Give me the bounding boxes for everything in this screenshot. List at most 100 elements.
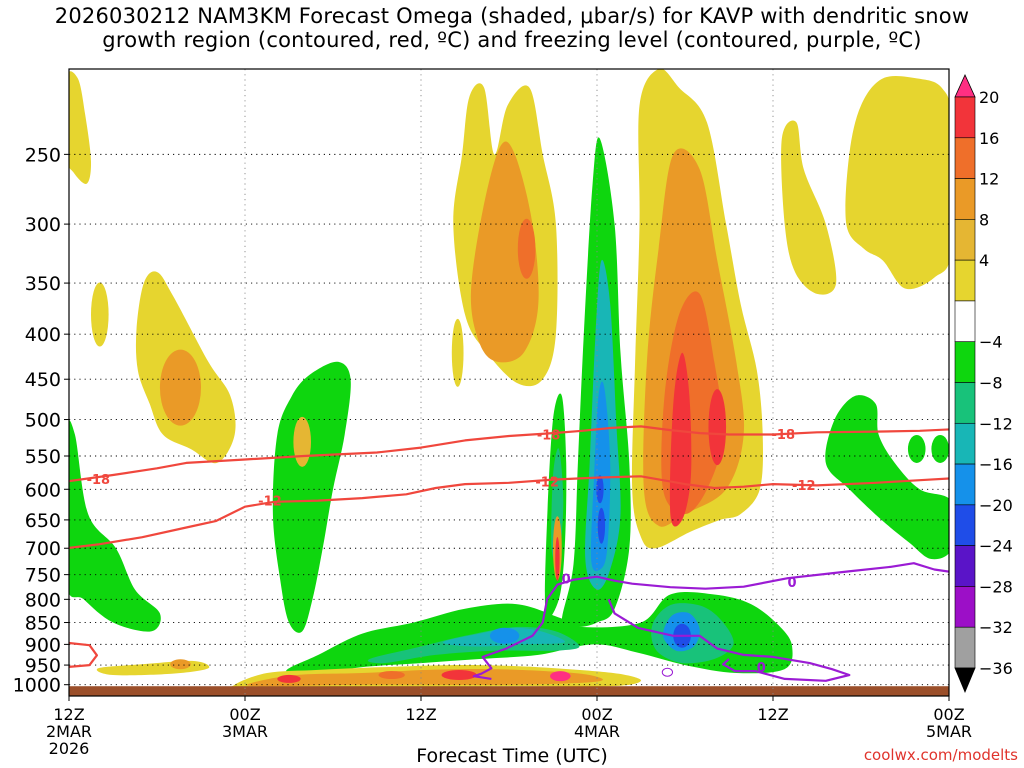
- colorbar-swatch: [954, 341, 976, 383]
- region-bl-pink: [550, 671, 571, 682]
- contour-label-dgz: -18: [537, 429, 561, 444]
- colorbar-swatch: [954, 259, 976, 302]
- title-line-1: 2026030212 NAM3KM Forecast Omega (shaded…: [54, 4, 970, 28]
- colorbar-tick-label: 4: [979, 251, 989, 270]
- region-late-green: [825, 395, 949, 560]
- region-late-green-3: [931, 434, 949, 463]
- terrain: [69, 686, 949, 696]
- region-central-core: [470, 141, 539, 363]
- ytick-label: 750: [25, 565, 61, 587]
- colorbar-tick-label: −8: [979, 374, 1003, 393]
- colorbar-swatch: [954, 463, 976, 506]
- colorbar-tick-label: 20: [979, 88, 999, 107]
- region-lowlevel-blue: [489, 627, 520, 644]
- ytick-label: 900: [25, 634, 61, 656]
- ytick-label: 250: [25, 144, 61, 166]
- x-axis-label: Forecast Time (UTC): [416, 745, 608, 767]
- colorbar-swatch: [954, 626, 976, 669]
- colorbar-tick-label: 16: [979, 129, 999, 148]
- region-small-yellow: [91, 282, 109, 347]
- colorbar-tick-label: −36: [979, 659, 1013, 678]
- ytick-label: 550: [25, 446, 61, 468]
- contour-label-dgz: -12: [258, 495, 282, 510]
- contour-label-freezing: 0: [788, 576, 797, 591]
- ytick-label: 1000: [13, 675, 61, 697]
- xtick-label: 2MAR: [46, 722, 92, 741]
- region-small-yellow-2: [293, 416, 312, 467]
- xtick-label: 00Z: [933, 705, 964, 724]
- colorbar-tick-label: −16: [979, 455, 1013, 474]
- colorbar-swatch: [954, 504, 976, 546]
- region-low-left-white: [69, 639, 114, 668]
- title-line-2: growth region (contoured, red, ºC) and f…: [102, 28, 922, 52]
- region-bl-orange-2: [378, 671, 405, 680]
- region-yellow-spike: [451, 318, 464, 387]
- ytick-label: 950: [25, 655, 61, 677]
- colorbar-bottom-arrow: [954, 667, 976, 694]
- contour-dgz-minus12: [69, 475, 949, 549]
- colorbar-swatch: [954, 178, 976, 220]
- grid-lines: [69, 69, 949, 696]
- xtick-label: 00Z: [581, 705, 612, 724]
- region-upper-right: [845, 76, 949, 290]
- xtick-label: 5MAR: [926, 722, 972, 741]
- region-left-green: [69, 420, 161, 632]
- colorbar-tick-label: −20: [979, 496, 1013, 515]
- xtick-label: 4MAR: [574, 722, 620, 741]
- colorbar-swatch: [954, 96, 976, 139]
- contour-freezing-right: [607, 598, 851, 682]
- xtick-label: 3MAR: [222, 722, 268, 741]
- region-right-red-2: [708, 389, 727, 466]
- colorbar-swatch: [954, 300, 976, 343]
- colorbar: 20 16 12 8 4 −4 −8 −12 −16 −20 −24 −28 −32 −36: [954, 74, 1013, 694]
- ytick-label: 400: [25, 324, 61, 346]
- omega-shading: [69, 69, 949, 689]
- colorbar-tick-label: −24: [979, 537, 1013, 556]
- colorbar-tick-label: −12: [979, 414, 1013, 433]
- colorbar-tick-label: −32: [979, 618, 1013, 637]
- ytick-label: 300: [25, 214, 61, 236]
- colorbar-swatch: [954, 422, 976, 465]
- ytick-label: 800: [25, 589, 61, 611]
- colorbar-swatch: [954, 545, 976, 587]
- region-late-green-2: [907, 434, 926, 463]
- region-low-left-orange: [170, 659, 191, 670]
- colorbar-tick-label: 12: [979, 170, 999, 189]
- region-green-descent: [272, 361, 351, 633]
- contour-label-dgz: -12: [792, 479, 816, 494]
- ytick-label: 350: [25, 273, 61, 295]
- contour-freezing-main: [472, 562, 949, 680]
- contour-label-freezing: 0: [562, 573, 571, 588]
- colorbar-swatch: [954, 586, 976, 628]
- ytick-label: 650: [25, 510, 61, 532]
- xtick-label: 00Z: [229, 705, 260, 724]
- region-bl-red-1: [277, 674, 301, 683]
- region-jet-darkblue-2: [597, 507, 606, 544]
- xtick-label: 12Z: [405, 705, 436, 724]
- contour-label-freezing: 0: [757, 661, 766, 676]
- ytick-label: 500: [25, 410, 61, 432]
- ytick-label: 700: [25, 538, 61, 560]
- xtick-label: 2026: [49, 739, 90, 758]
- region-upper-left: [69, 71, 92, 184]
- pressure-axis: 2503003504004505005506006507007508008509…: [13, 144, 69, 697]
- region-early-ascent-core: [159, 349, 201, 426]
- region-bl-red-2: [441, 670, 477, 681]
- colorbar-tick-label: 8: [979, 210, 989, 229]
- colorbar-swatch: [954, 382, 976, 424]
- colorbar-tick-label: −28: [979, 577, 1013, 596]
- credit-text[interactable]: coolwx.com/modelts: [863, 746, 1018, 764]
- region-central-inner: [517, 218, 536, 279]
- colorbar-swatch: [954, 219, 976, 261]
- contour-label-dgz: -18: [87, 473, 111, 488]
- contour-dgz-minus18: [69, 425, 949, 483]
- xtick-label: 12Z: [757, 705, 788, 724]
- ytick-label: 850: [25, 613, 61, 635]
- contour-label-dgz: -12: [535, 476, 559, 491]
- colorbar-swatch: [954, 137, 976, 179]
- contours: -18 -12 -18 -12 -18 -12 0 0 0: [69, 425, 949, 682]
- ytick-label: 600: [25, 479, 61, 501]
- plot-frame: [68, 68, 950, 697]
- colorbar-tick-label: −4: [979, 333, 1003, 352]
